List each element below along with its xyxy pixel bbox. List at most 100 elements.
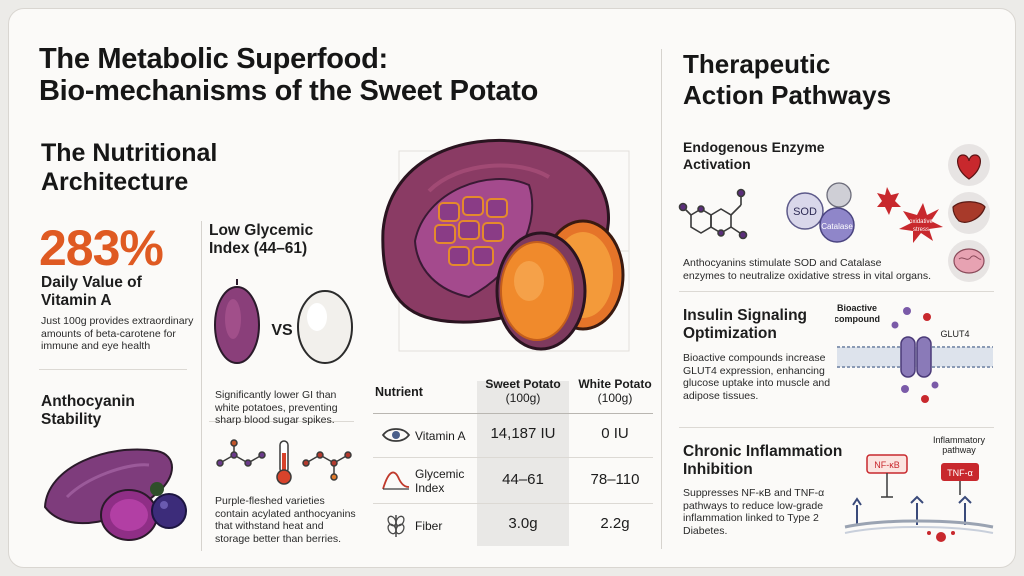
row-nutrient-label: Glycemic Index [415, 467, 475, 495]
enzyme-activation-illustration: SOD Catalase oxidative stress [678, 182, 943, 243]
red-signal-burst-icon [927, 531, 955, 542]
sod-enzyme-icon: SOD [786, 192, 824, 230]
insulin-desc-line-2: GLUT4 expression, enhancing [683, 364, 825, 377]
row-nutrient-label: Vitamin A [415, 429, 466, 443]
table-header-white-potato: White Potato (100g) [569, 377, 661, 405]
svg-text:VS: VS [271, 322, 293, 339]
page-title-line-2: Bio-mechanisms of the Sweet Potato [39, 75, 538, 107]
svg-text:pathway: pathway [942, 445, 976, 455]
sweet-header-line-2: (100g) [505, 391, 541, 405]
tnf-badge-icon: TNF-α [941, 463, 979, 481]
stat-desc-line-1: Just 100g provides extraordinary [41, 315, 194, 327]
heart-icon [948, 144, 990, 186]
red-molecule-icon [302, 451, 352, 481]
insulin-description: Bioactive compounds increase GLUT4 expre… [683, 352, 843, 402]
row-nutrient-label: Fiber [415, 519, 443, 533]
row-white-value: 78–110 [590, 471, 640, 488]
thermometer-icon [276, 440, 292, 485]
inflammation-pathway-illustration: Inflammatory pathway NF-κB TNF-α [844, 435, 994, 542]
table-header-sweet-potato: Sweet Potato (100g) [477, 377, 569, 405]
inflammation-heading-line-2: Inhibition [683, 461, 753, 478]
catalase-enzyme-icon: Catalase [819, 182, 855, 243]
stat-desc-line-2: amounts of beta-carotene for [41, 327, 176, 340]
inflammation-description: Suppresses NF-κB and TNF-α pathways to r… [683, 487, 843, 537]
antho-desc-line-3: that withstand heat and [215, 520, 324, 532]
antho-desc-line-4: storage better than berries. [215, 532, 342, 545]
row-sweet-value: 3.0g [508, 515, 538, 532]
vitamin-a-stat-label: Daily Value of Vitamin A [41, 274, 201, 310]
sliced-purple-flesh-icon [100, 489, 158, 541]
cell-surface-icon [844, 519, 994, 534]
vital-organs-illustration [948, 144, 990, 282]
inflam-desc-line-2: pathways to reduce low-grade [683, 499, 824, 512]
nfkb-badge-icon: NF-κB [866, 454, 908, 474]
inflammation-heading-line-1: Chronic Inflammation [683, 443, 843, 460]
left-inner-divider [201, 221, 202, 551]
stat-label-line-2: Vitamin A [41, 292, 112, 309]
svg-text:Inflammatory: Inflammatory [933, 435, 986, 445]
page-title-line-1: The Metabolic Superfood: [39, 43, 388, 75]
page-title: The Metabolic Superfood: Bio-mechanisms … [39, 43, 679, 107]
liver-icon [948, 192, 990, 234]
vs-label: VS [271, 322, 293, 339]
enzyme-heading-line-2: Activation [683, 156, 751, 172]
table-row-rule [373, 457, 653, 458]
enzyme-desc-line-2: enzymes to neutralize oxidative stress i… [683, 269, 932, 282]
enzyme-desc-line-1: Anthocyanins stimulate SOD and Catalase [683, 257, 882, 269]
antho-heading-line-2: Stability [41, 411, 102, 428]
svg-text:Bioactive: Bioactive [837, 303, 877, 313]
inflammatory-pathway-label: Inflammatory pathway [933, 435, 986, 455]
compound-dots-icon [891, 307, 931, 329]
insulin-heading-line-1: Insulin Signaling [683, 307, 807, 324]
bioactive-compound-label: Bioactive compound [835, 303, 880, 324]
row-sweet-value: 14,187 IU [490, 425, 556, 442]
stat-desc-line-3: immune and eye health [41, 340, 151, 352]
vitamin-a-stat-value: 283% [39, 220, 164, 276]
stat-label-line-1: Daily Value of [41, 274, 142, 291]
row-white-value: 2.2g [600, 515, 630, 532]
table-header-rule [373, 413, 653, 414]
sweet-potato-column-highlight [477, 381, 569, 546]
inflammation-heading: Chronic Inflammation Inhibition [683, 443, 853, 479]
gi-description: Significantly lower GI than white potato… [215, 389, 360, 427]
svg-text:oxidative: oxidative [909, 219, 933, 225]
antho-heading-line-1: Anthocyanin [41, 393, 135, 410]
svg-text:stress: stress [913, 227, 929, 233]
row-sweet-value: 44–61 [502, 471, 544, 488]
anthocyanin-heading: Anthocyanin Stability [41, 393, 191, 429]
right-section-divider [679, 427, 994, 428]
mini-sweet-potato-icon [214, 279, 260, 364]
molecule-heat-illustration [216, 439, 352, 485]
insulin-signaling-heading: Insulin Signaling Optimization [683, 307, 843, 343]
right-section-divider [679, 291, 994, 292]
enzyme-description: Anthocyanins stimulate SOD and Catalase … [683, 257, 943, 282]
table-row-rule [373, 503, 653, 504]
therapeutic-heading-line-1: Therapeutic [683, 49, 831, 79]
antho-desc-line-1: Purple-fleshed varieties [215, 495, 325, 507]
svg-text:Catalase: Catalase [821, 222, 853, 231]
svg-text:compound: compound [835, 314, 880, 324]
glycemic-curve-icon [382, 471, 410, 490]
enzyme-heading-line-1: Endogenous Enzyme [683, 139, 825, 155]
blueberry-icon [150, 482, 187, 529]
nutritional-architecture-heading: The Nutritional Architecture [41, 139, 271, 197]
inflam-desc-line-4: Diabetes. [683, 524, 728, 537]
row-nutrient-label-line-2: Index [415, 481, 445, 495]
inflam-desc-line-1: Suppresses NF-κB and TNF-α [683, 487, 825, 499]
sweet-header-line-1: Sweet Potato [485, 377, 561, 391]
svg-text:NF-κB: NF-κB [874, 460, 900, 470]
svg-text:SOD: SOD [793, 206, 817, 218]
glut4-label: GLUT4 [940, 329, 969, 339]
purple-molecule-icon [216, 439, 266, 467]
hero-sweet-potato-illustration [381, 138, 630, 352]
white-header-line-1: White Potato [578, 377, 652, 391]
sweet-vs-white-potato-illustration: VS [214, 279, 353, 364]
white-header-line-2: (100g) [597, 391, 633, 405]
glycemic-index-heading: Low Glycemic Index (44–61) [209, 222, 359, 258]
gi-heading-line-1: Low Glycemic [209, 222, 314, 239]
gi-section-divider [209, 421, 354, 422]
insulin-heading-line-2: Optimization [683, 325, 777, 342]
svg-text:TNF-α: TNF-α [947, 468, 973, 478]
anthocyanin-description: Purple-fleshed varieties contain acylate… [215, 495, 365, 545]
glut4-membrane-illustration: Bioactive compound GLUT4 [835, 303, 993, 403]
